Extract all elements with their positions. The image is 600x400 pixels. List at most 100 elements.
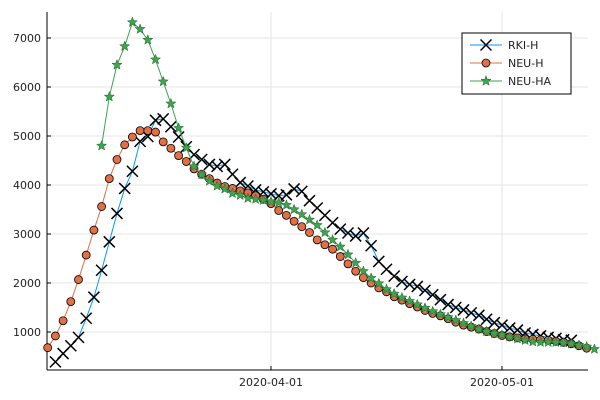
y-tick-label: 2000 (13, 277, 41, 290)
marker-stroke (334, 223, 347, 236)
marker-stroke (295, 185, 308, 198)
marker-stroke (411, 280, 424, 293)
y-tick-label: 7000 (13, 32, 41, 45)
data-point (203, 175, 216, 186)
data-point (51, 331, 60, 341)
data-point (196, 168, 208, 180)
data-point (503, 322, 516, 335)
data-point (320, 240, 330, 250)
data-point (350, 257, 362, 268)
marker-stroke (457, 303, 470, 316)
marker-stroke (95, 264, 108, 277)
data-point (295, 185, 308, 198)
data-point (334, 240, 346, 252)
data-point (519, 334, 531, 346)
marker-stroke (110, 207, 124, 220)
data-point (495, 319, 509, 332)
data-point (95, 264, 108, 277)
marker-stroke (511, 324, 524, 337)
data-point (449, 301, 462, 314)
marker-stroke (318, 209, 331, 222)
marker-stroke (149, 114, 162, 127)
marker-stroke (465, 306, 478, 319)
data-point (450, 314, 462, 326)
legend-label: NEU-HA (508, 75, 551, 88)
data-point (126, 16, 139, 28)
data-point (335, 252, 345, 261)
marker-stroke (126, 165, 139, 178)
data-point (111, 59, 123, 70)
data-point (164, 120, 177, 133)
data-point (149, 53, 162, 65)
data-point (527, 335, 539, 347)
data-point (427, 305, 439, 317)
data-point (442, 311, 454, 323)
data-point (373, 277, 385, 289)
data-point (211, 160, 224, 173)
marker-stroke (349, 229, 362, 242)
data-point (288, 182, 301, 195)
marker-stroke (303, 194, 316, 207)
data-point (588, 343, 600, 354)
data-point (157, 75, 169, 87)
legend-swatch-marker (481, 58, 491, 68)
marker-stroke (341, 226, 355, 240)
data-point (89, 225, 99, 235)
marker-stroke (488, 316, 501, 329)
data-point (480, 313, 493, 326)
data-point (403, 278, 416, 291)
data-point (465, 320, 477, 331)
data-point (511, 324, 524, 337)
data-point (149, 114, 162, 127)
series-neu-ha (95, 16, 600, 354)
legend-label: RKI-H (508, 39, 538, 52)
grid (47, 12, 588, 370)
data-point (120, 140, 130, 150)
data-point (234, 176, 247, 189)
marker-stroke (80, 312, 93, 325)
data-point (303, 213, 316, 225)
marker-stroke (195, 153, 208, 166)
data-point (403, 295, 416, 306)
y-tick-label: 6000 (13, 81, 41, 94)
data-point (434, 293, 447, 306)
data-point (457, 317, 470, 328)
marker-stroke (388, 270, 401, 283)
data-point (326, 216, 339, 229)
data-point (142, 34, 154, 45)
data-point (357, 265, 370, 277)
data-point (472, 309, 485, 322)
marker-stroke (434, 293, 447, 306)
data-point (274, 206, 284, 215)
data-point (112, 155, 122, 164)
marker-stroke (288, 182, 301, 195)
legend-item: RKI-H (470, 38, 538, 52)
data-point (218, 158, 231, 171)
axes: 1000 2000 3000 4000 5000 6000 7000 2020-04-01 20… (13, 12, 588, 389)
data-point (242, 192, 254, 204)
marker-stroke (157, 112, 170, 125)
data-point (311, 219, 323, 230)
marker-stroke (426, 288, 439, 301)
marker-stroke (472, 309, 485, 322)
data-point (388, 287, 400, 299)
data-point (573, 339, 585, 351)
data-point (58, 316, 68, 326)
data-point (203, 158, 216, 171)
data-point (281, 210, 291, 220)
data-point (419, 302, 431, 313)
data-point (581, 340, 593, 352)
data-point (188, 160, 200, 172)
data-point (234, 189, 246, 201)
marker-stroke (395, 275, 408, 288)
legend-item: NEU-HA (470, 75, 551, 88)
marker-stroke (503, 322, 516, 335)
data-point (341, 226, 355, 240)
marker-stroke (234, 176, 247, 189)
y-tick-label: 4000 (13, 179, 41, 192)
series-rki-h (49, 112, 578, 368)
data-point (174, 151, 184, 161)
data-point (219, 183, 231, 194)
data-point (504, 330, 516, 342)
